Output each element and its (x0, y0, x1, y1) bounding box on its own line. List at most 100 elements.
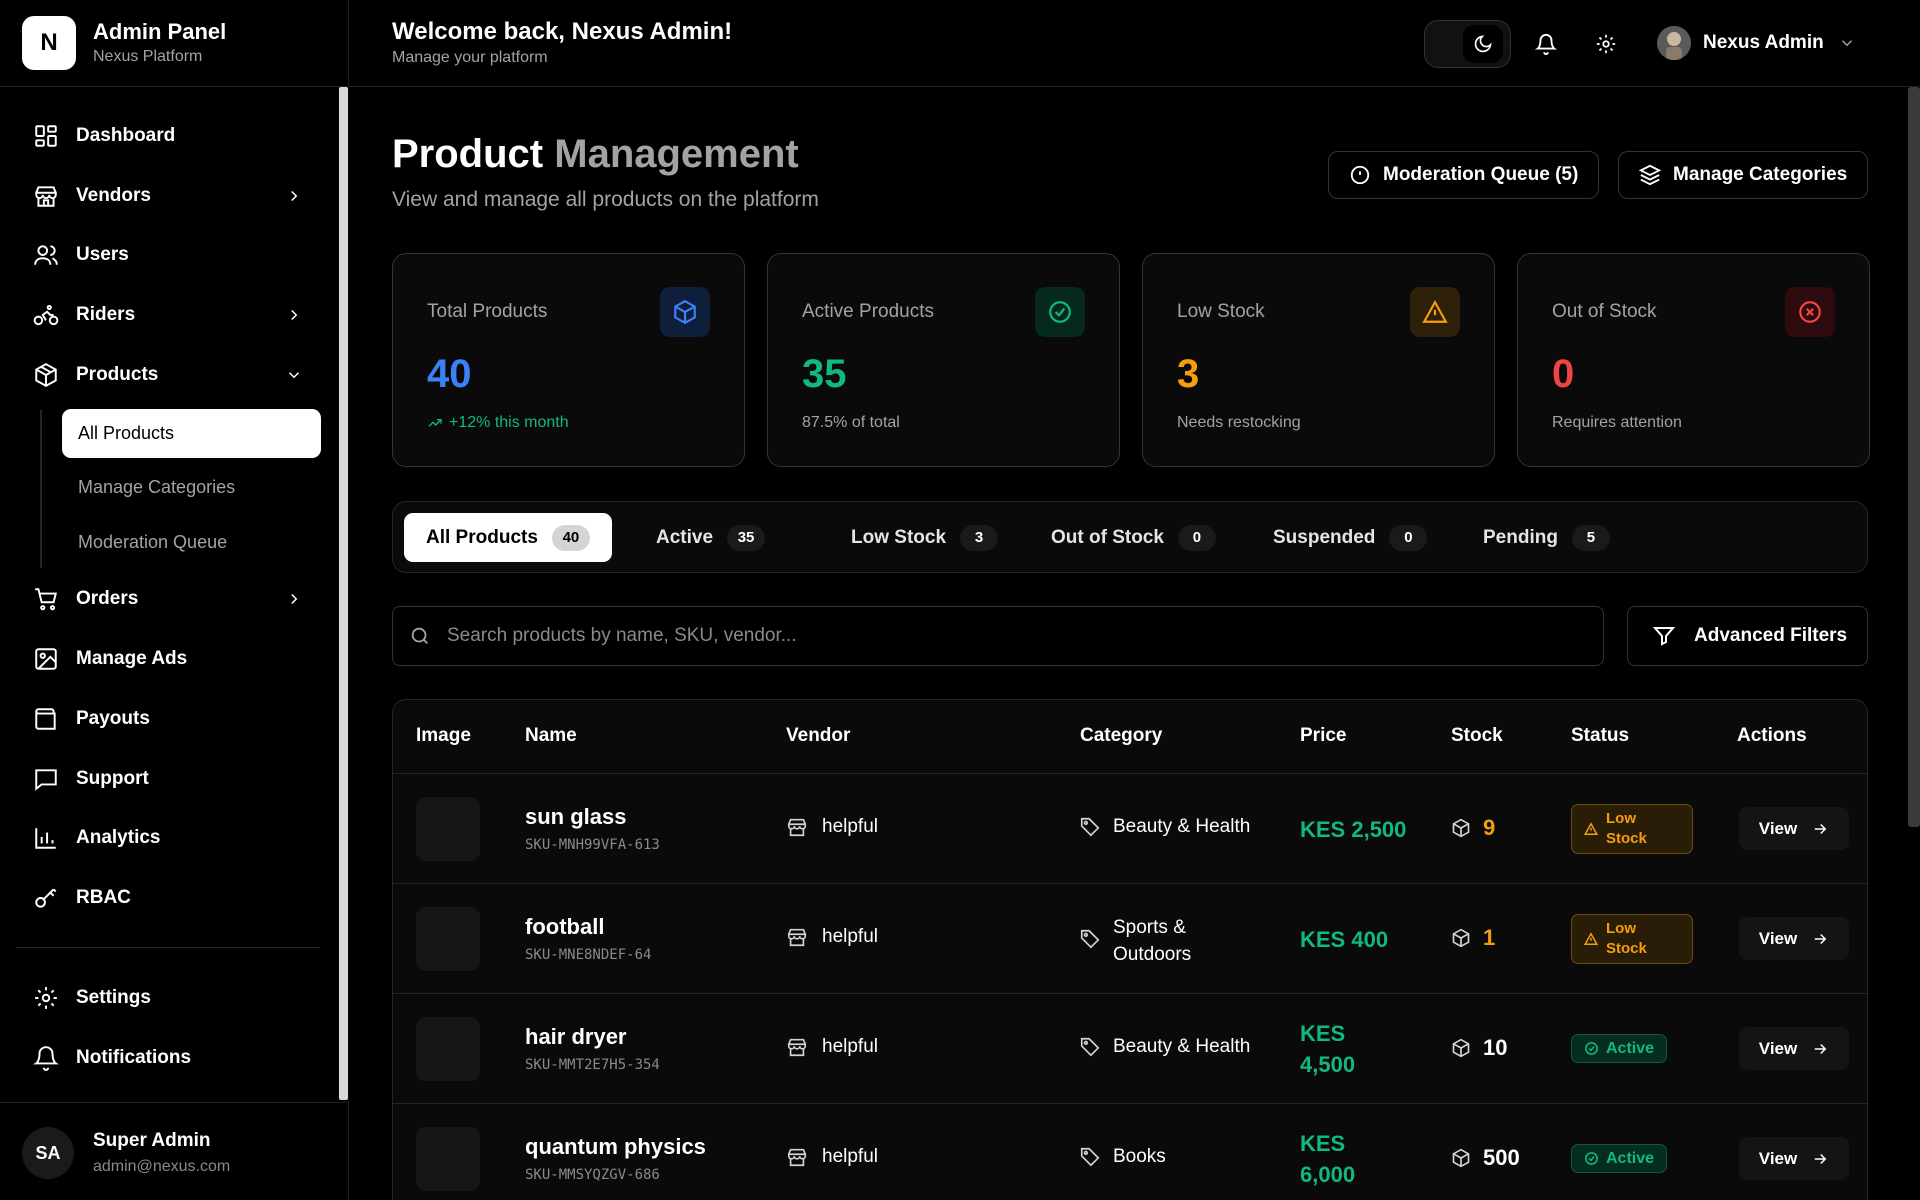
view-label: View (1758, 818, 1798, 838)
price-line: KES (1300, 1021, 1346, 1046)
theme-toggle[interactable] (1424, 20, 1511, 68)
tab-low-stock[interactable]: Low Stock 3 (829, 513, 1020, 562)
sidebar-item-label: Vendors (76, 185, 151, 206)
search-input[interactable] (447, 625, 1547, 647)
sidebar-item-riders[interactable]: Riders (16, 291, 320, 339)
tab-label: Suspended (1273, 526, 1376, 548)
sidebar-subitem-moderation-queue[interactable]: Moderation Queue (78, 532, 228, 552)
chart-icon (32, 824, 60, 852)
tab-suspended[interactable]: Suspended 0 (1251, 513, 1449, 562)
tab-all-products[interactable]: All Products 40 (404, 513, 612, 562)
tab-out-of-stock[interactable]: Out of Stock 0 (1029, 513, 1238, 562)
stat-note: 87.5% of total (802, 414, 900, 431)
alert-circle-icon (1349, 164, 1371, 186)
stat-label: Active Products (802, 301, 934, 322)
sidebar-item-label: Payouts (76, 708, 150, 729)
sidebar-item-dashboard[interactable]: Dashboard (16, 112, 320, 160)
product-name: sun glass (525, 804, 627, 829)
table-row[interactable]: sun glass SKU-MNH99VFA-613 helpful Beaut… (393, 774, 1867, 884)
advanced-filters-label: Advanced Filters (1694, 625, 1848, 646)
view-button[interactable]: View (1739, 1137, 1849, 1180)
sidebar-subitem-manage-categories[interactable]: Manage Categories (78, 477, 236, 497)
sidebar-item-label: Support (76, 768, 149, 789)
stat-total-products: Total Products 40 +12% this month (392, 253, 745, 467)
status-line: Low (1606, 920, 1636, 937)
product-name: hair dryer (525, 1024, 627, 1049)
sidebar-subitem-all-products[interactable]: All Products (62, 409, 321, 458)
message-icon (32, 765, 60, 793)
sidebar-item-users[interactable]: Users (16, 231, 320, 279)
avatar (1657, 26, 1691, 60)
subnav-line (40, 410, 42, 568)
stat-active-products: Active Products 35 87.5% of total (767, 253, 1120, 467)
tab-count: 3 (960, 524, 999, 551)
sidebar-item-notifications[interactable]: Notifications (16, 1034, 320, 1082)
cube-icon (660, 287, 710, 337)
sidebar-item-manage-ads[interactable]: Manage Ads (16, 635, 320, 683)
status-text: Active (1606, 1039, 1655, 1057)
status-text: Low Stock (1606, 809, 1647, 849)
page-title-muted: Management (554, 132, 799, 176)
brand-logo: N (22, 16, 76, 70)
advanced-filters-button[interactable]: Advanced Filters (1627, 606, 1868, 666)
product-stock: 1 (1451, 925, 1495, 951)
main-scrollbar-thumb[interactable] (1908, 87, 1920, 827)
sidebar-item-support[interactable]: Support (16, 755, 320, 803)
brand-title: Admin Panel (93, 19, 227, 44)
users-icon (32, 241, 60, 269)
account-card[interactable]: SA Super Admin admin@nexus.com (0, 1102, 349, 1200)
table-row[interactable]: football SKU-MNE8NDEF-64 helpful Sports … (393, 884, 1867, 994)
sidebar-item-orders[interactable]: Orders (16, 575, 320, 623)
category-name: Beauty & Health (1113, 816, 1251, 837)
product-vendor: helpful (786, 926, 878, 948)
bell-icon (32, 1044, 60, 1072)
stat-label: Low Stock (1177, 301, 1265, 322)
sidebar-item-payouts[interactable]: Payouts (16, 695, 320, 743)
tag-icon (1079, 1036, 1101, 1058)
product-stock: 500 (1451, 1145, 1520, 1171)
sidebar-item-products[interactable]: Products (16, 351, 320, 399)
sidebar-item-vendors[interactable]: Vendors (16, 172, 320, 220)
warning-icon (1584, 822, 1598, 836)
sidebar-item-settings[interactable]: Settings (16, 974, 320, 1022)
sidebar-scrollbar-thumb[interactable] (339, 87, 348, 1100)
brand-subtitle: Nexus Platform (93, 48, 203, 65)
sidebar-item-analytics[interactable]: Analytics (16, 814, 320, 862)
tab-label: All Products (426, 526, 538, 548)
store-icon (786, 1036, 808, 1058)
table-header: Image Name Vendor Category Price Stock S… (393, 700, 1867, 774)
view-button[interactable]: View (1739, 807, 1849, 850)
sidebar-item-rbac[interactable]: RBAC (16, 874, 320, 922)
stock-value: 9 (1483, 815, 1496, 840)
vendor-name: helpful (822, 1146, 878, 1167)
product-image (416, 1017, 480, 1081)
manage-categories-button[interactable]: Manage Categories (1618, 151, 1869, 199)
stat-value: 40 (427, 352, 472, 396)
sidebar-item-label: Notifications (76, 1047, 192, 1068)
tab-pending[interactable]: Pending 5 (1461, 513, 1632, 562)
user-menu[interactable]: Nexus Admin (1657, 22, 1856, 64)
view-button[interactable]: View (1739, 917, 1849, 960)
moderation-queue-button[interactable]: Moderation Queue (5) (1328, 151, 1600, 199)
brand: N Admin Panel Nexus Platform (0, 0, 349, 87)
category-name: Sports & Outdoors (1113, 914, 1191, 968)
stat-out-of-stock: Out of Stock 0 Requires attention (1517, 253, 1870, 467)
store-icon (786, 1146, 808, 1168)
tab-active[interactable]: Active 35 (634, 513, 787, 562)
gear-icon[interactable] (1592, 30, 1620, 58)
chevron-down-icon (284, 365, 304, 385)
view-label: View (1758, 1148, 1798, 1168)
stat-value: 35 (802, 352, 847, 396)
table-row[interactable]: hair dryer SKU-MMT2E7H5-354 helpful Beau… (393, 994, 1867, 1104)
view-button[interactable]: View (1739, 1027, 1849, 1070)
status-badge: Active (1571, 1034, 1668, 1063)
table-row[interactable]: quantum physics SKU-MMSYQZGV-686 helpful… (393, 1104, 1867, 1200)
sidebar-item-label: Orders (76, 588, 139, 609)
page-subtitle: View and manage all products on the plat… (392, 188, 819, 211)
status-line: Low (1606, 810, 1636, 827)
tag-icon (1079, 1146, 1101, 1168)
bell-icon[interactable] (1532, 30, 1560, 58)
chevron-right-icon (284, 589, 304, 609)
chevron-right-icon (284, 186, 304, 206)
stat-note: +12% this month (427, 414, 569, 432)
